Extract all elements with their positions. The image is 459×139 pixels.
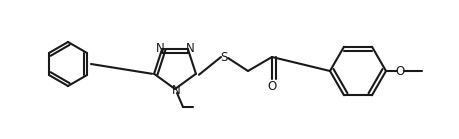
Text: O: O: [268, 80, 277, 94]
Text: N: N: [172, 84, 180, 96]
Text: S: S: [220, 50, 228, 64]
Text: O: O: [395, 64, 405, 78]
Text: N: N: [156, 42, 164, 55]
Text: N: N: [185, 42, 194, 55]
